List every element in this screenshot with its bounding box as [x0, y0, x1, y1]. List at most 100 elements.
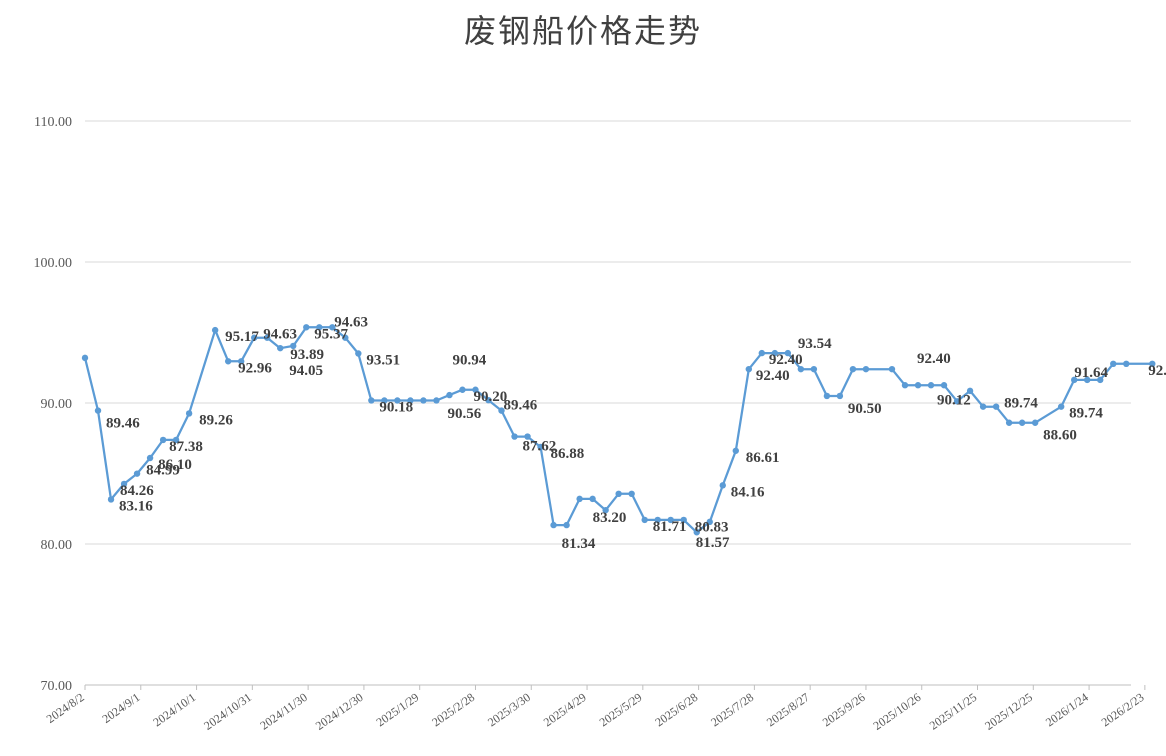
data-label: 84.99 — [146, 463, 180, 479]
x-tick-label: 2025/6/28 — [652, 690, 700, 729]
data-point — [290, 342, 297, 350]
data-point — [472, 386, 479, 393]
data-point — [784, 349, 792, 357]
data-point — [680, 516, 687, 524]
data-point — [107, 496, 115, 503]
data-points — [81, 324, 1156, 536]
data-point — [706, 518, 713, 526]
data-point — [251, 334, 258, 341]
data-point — [771, 349, 779, 357]
data-point — [693, 529, 700, 536]
data-point — [1149, 360, 1156, 368]
x-tick-label: 2024/8/2 — [44, 690, 87, 726]
y-tick-label: 80.00 — [41, 538, 73, 553]
data-label: 84.26 — [120, 483, 154, 499]
data-point — [979, 403, 987, 410]
x-axis-ticks: 2024/8/2 2024/9/1 2024/10/1 2024/10/31 2024/… — [44, 685, 1147, 733]
data-label: 91.64 — [1074, 365, 1108, 381]
chart-title: 废钢船价格走势 — [463, 12, 702, 50]
series-line — [83, 326, 1153, 534]
x-tick-label: 2025/11/25 — [927, 690, 979, 733]
data-point — [277, 344, 284, 352]
data-point — [303, 324, 310, 331]
data-point — [888, 365, 896, 373]
data-point — [628, 490, 635, 498]
y-tick-label: 70.00 — [41, 679, 73, 694]
data-label: 93.89 — [290, 347, 324, 363]
data-label: 89.74 — [1069, 406, 1103, 422]
data-point — [381, 397, 388, 404]
data-point — [823, 392, 831, 400]
data-label: 90.12 — [937, 392, 971, 408]
x-tick-label: 2025/10/26 — [871, 690, 924, 733]
data-label: 90.56 — [447, 406, 481, 422]
data-label: 90.20 — [473, 389, 507, 405]
data-point — [550, 521, 557, 529]
y-tick-label: 90.00 — [41, 397, 73, 412]
data-label: 86.61 — [746, 450, 780, 466]
data-point — [368, 397, 375, 404]
gridlines — [85, 120, 1131, 686]
data-label: 95.37 — [314, 326, 348, 342]
data-point — [901, 382, 909, 389]
data-label: 84.16 — [731, 484, 765, 500]
data-point — [966, 387, 974, 395]
x-tick-label: 2025/4/29 — [541, 690, 589, 729]
data-point — [1031, 419, 1039, 426]
data-point — [745, 365, 753, 373]
data-label: 83.16 — [119, 498, 153, 514]
data-point — [927, 382, 935, 389]
data-label: 92.40 — [917, 351, 951, 367]
data-point — [797, 365, 805, 373]
data-label: 81.34 — [562, 536, 596, 552]
data-point — [563, 521, 570, 529]
data-point — [211, 326, 219, 334]
x-tick-label: 2025/8/27 — [764, 690, 812, 729]
data-point — [159, 436, 167, 444]
data-point — [862, 365, 870, 373]
data-point — [446, 391, 453, 399]
data-point — [849, 365, 857, 373]
data-label: 87.38 — [169, 439, 203, 455]
data-label: 81.57 — [696, 535, 730, 551]
data-label: 88.60 — [1043, 428, 1077, 444]
data-point — [524, 433, 531, 440]
data-point — [394, 397, 401, 404]
data-point — [459, 386, 466, 393]
x-tick-label: 2025/1/29 — [374, 690, 422, 729]
y-tick-label: 100.00 — [34, 256, 73, 271]
x-tick-label: 2025/2/28 — [429, 690, 477, 729]
data-label: 90.18 — [379, 399, 413, 415]
data-label: 92.40 — [756, 368, 790, 384]
data-point — [1071, 376, 1078, 384]
data-label: 93.54 — [798, 336, 832, 352]
x-tick-label: 2024/11/30 — [257, 690, 309, 733]
x-tick-label: 2024/10/1 — [150, 690, 198, 729]
x-tick-label: 2025/5/29 — [597, 690, 645, 729]
data-point — [485, 396, 492, 404]
x-tick-label: 2026/2/23 — [1099, 690, 1147, 729]
data-point — [237, 358, 245, 365]
data-point — [1110, 360, 1117, 368]
x-tick-label: 2024/9/1 — [100, 690, 143, 726]
data-label: 90.50 — [848, 401, 882, 417]
data-point — [511, 433, 518, 440]
data-point — [355, 350, 362, 357]
data-point — [185, 410, 193, 417]
data-point — [120, 480, 128, 488]
x-tick-label: 2024/10/31 — [201, 690, 254, 733]
data-label: 94.63 — [334, 314, 368, 330]
data-point — [589, 495, 596, 503]
data-point — [641, 516, 648, 524]
data-point — [667, 516, 674, 524]
data-point — [1097, 376, 1104, 384]
data-point — [953, 398, 961, 405]
data-point — [940, 382, 948, 389]
data-label: 92.40 — [769, 352, 803, 368]
data-label: 92.96 — [238, 360, 272, 376]
x-tick-label: 2025/12/25 — [982, 690, 1035, 733]
data-label: 83.20 — [593, 510, 627, 526]
data-point — [1084, 376, 1091, 384]
